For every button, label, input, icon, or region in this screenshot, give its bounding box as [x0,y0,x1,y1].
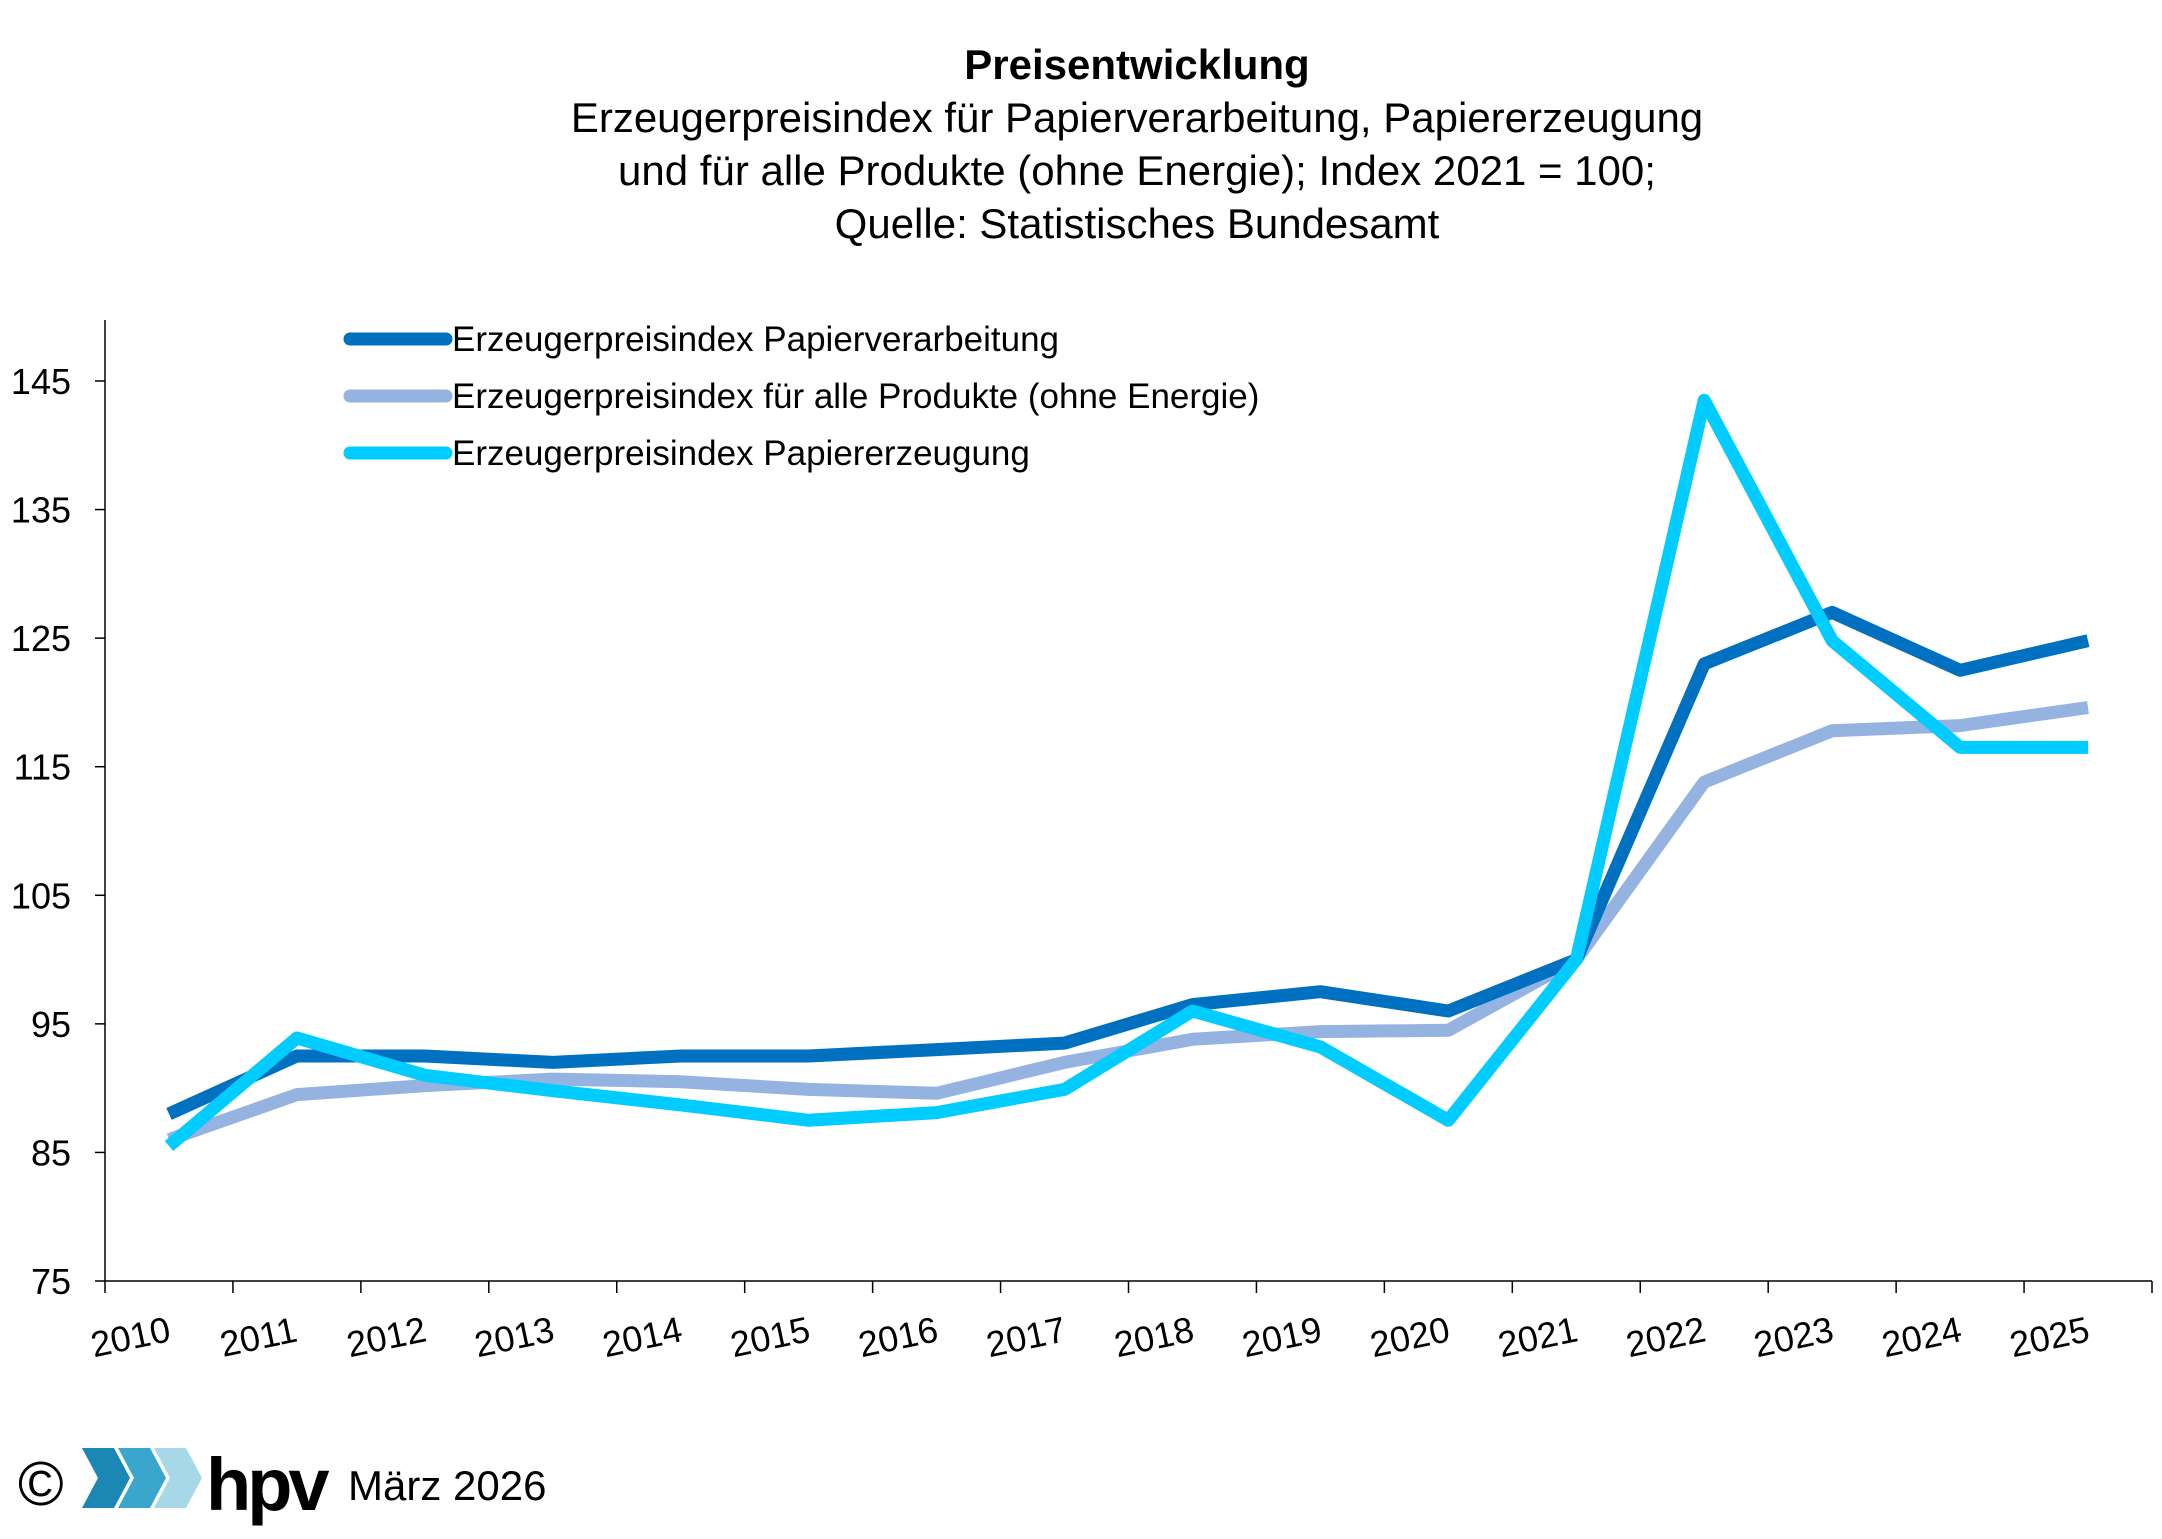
legend-label-3: Erzeugerpreisindex Papiererzeugung [452,434,1030,473]
chart-axes: 75 85 95 105 115 125 135 145 2010 2011 2012 2013 201… [11,320,2153,1365]
copyright-symbol: © [18,1450,64,1519]
x-tick-label: 2024 [1878,1308,1965,1365]
chart-subtitle-line-2: und für alle Produkte (ohne Energie); In… [618,147,1656,194]
y-tick-label: 145 [11,361,71,402]
y-tick-label: 125 [11,618,71,659]
x-tick-label: 2010 [87,1308,174,1365]
x-tick-label: 2020 [1366,1308,1453,1365]
x-tick-label: 2025 [2006,1308,2093,1365]
legend-label-2: Erzeugerpreisindex für alle Produkte (oh… [452,377,1259,416]
y-tick-label: 115 [14,747,71,788]
logo-wave-2 [118,1448,166,1508]
y-tick-label: 135 [11,490,71,531]
x-tick-label: 2018 [1110,1308,1197,1365]
x-tick-label: 2012 [343,1308,430,1365]
y-tick-label: 75 [31,1261,71,1302]
x-tick-label: 2022 [1622,1308,1709,1365]
chart-legend: Erzeugerpreisindex Papierverarbeitung Erz… [343,320,1259,473]
chart-title-block: Preisentwicklung Erzeugerpreisindex für … [0,38,2162,250]
chart-subtitle-line-1: Erzeugerpreisindex für Papierverarbeitun… [570,94,1704,141]
x-tick-label: 2023 [1750,1308,1837,1365]
footer-date: März 2026 [348,1462,547,1509]
x-tick-label: 2017 [983,1308,1070,1365]
chart-subtitle-line-3: Quelle: Statistisches Bundesamt [834,200,1440,247]
chart-title: Preisentwicklung [964,41,1310,88]
hpv-logo: hpv [82,1444,333,1526]
logo-wordmark: hpv [206,1444,329,1526]
y-tick-label: 95 [31,1004,71,1045]
legend-label-1: Erzeugerpreisindex Papierverarbeitung [452,320,1059,359]
y-tick-label: 85 [31,1132,71,1173]
logo-wave-1 [82,1448,130,1508]
series-line-3 [164,393,2088,1151]
y-tick-label: 105 [11,875,71,916]
x-tick-label: 2019 [1238,1308,1325,1365]
series-layer [164,393,2090,1151]
x-tick-label: 2015 [727,1308,814,1365]
logo-wave-3 [154,1448,202,1508]
x-tick-label: 2016 [855,1308,942,1365]
x-tick-label: 2014 [599,1308,686,1365]
x-tick-label: 2013 [471,1308,558,1365]
x-tick-label: 2011 [216,1309,300,1365]
series-line-1 [166,605,2090,1120]
x-tick-label: 2021 [1494,1308,1581,1365]
